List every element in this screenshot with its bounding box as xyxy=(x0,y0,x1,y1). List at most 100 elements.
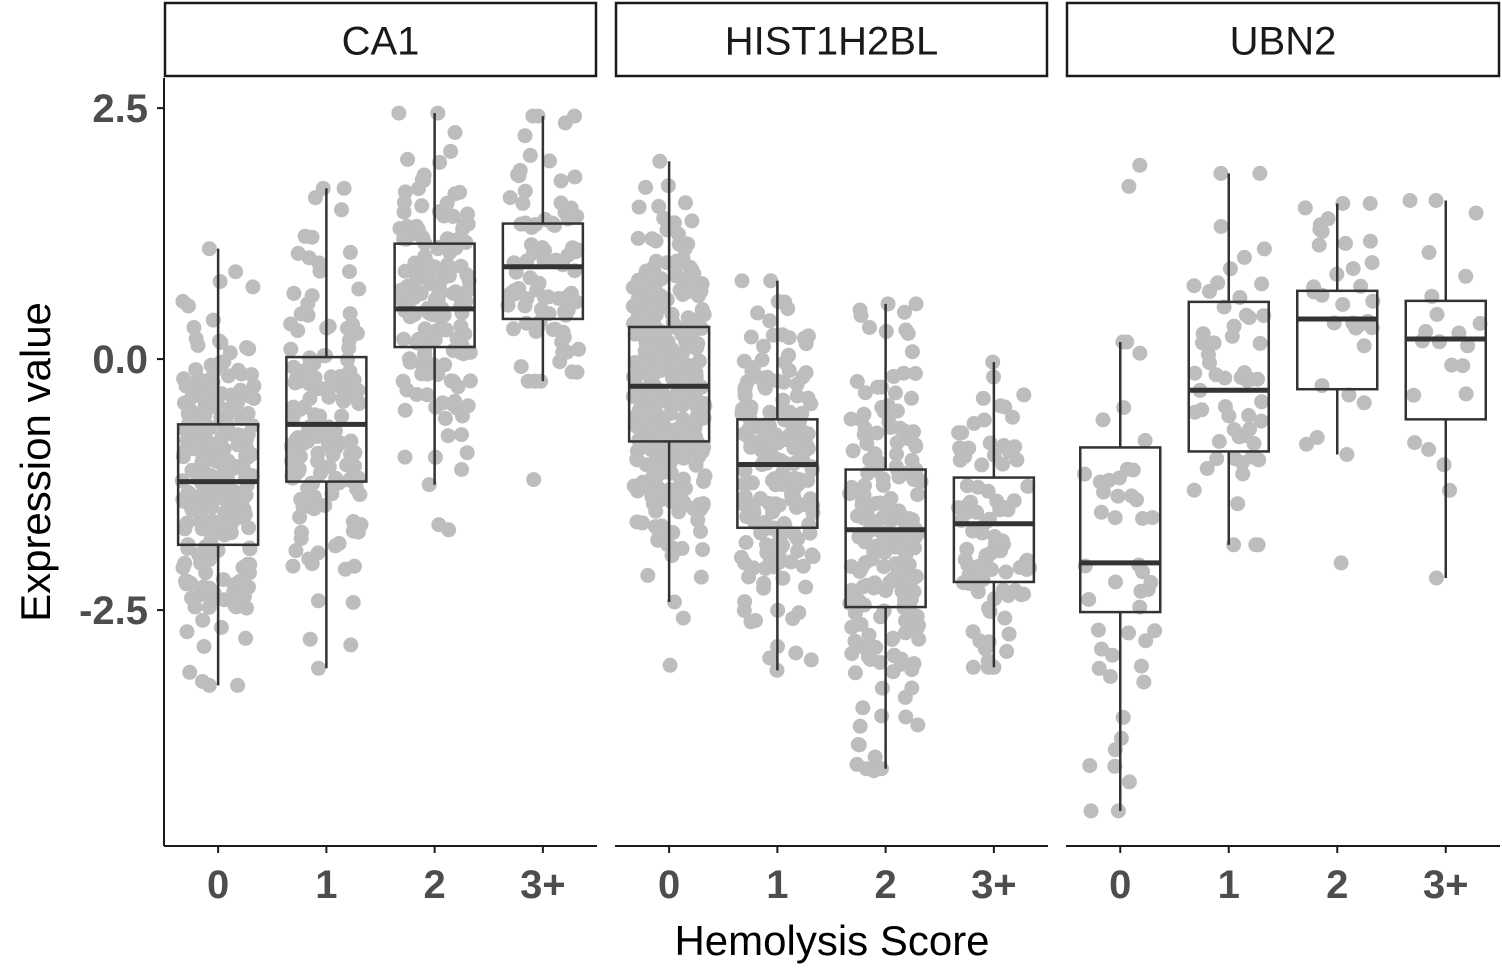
panel-hist1h2bl: HIST1H2BL 0 1 2 3+ xyxy=(614,1,1049,907)
boxplot-2 xyxy=(393,113,476,485)
x-tick-label: 3+ xyxy=(971,863,1017,907)
data-point xyxy=(875,510,891,526)
data-point xyxy=(1107,510,1123,526)
data-point xyxy=(847,633,863,649)
data-point xyxy=(648,405,664,421)
data-point xyxy=(517,183,533,199)
data-point xyxy=(192,514,208,529)
data-point xyxy=(1362,196,1378,211)
data-point xyxy=(1428,570,1444,586)
data-point xyxy=(522,147,538,163)
data-point xyxy=(515,195,531,211)
data-point xyxy=(684,262,700,277)
data-point xyxy=(952,440,968,456)
data-point xyxy=(451,231,467,247)
data-point xyxy=(204,500,220,515)
data-point xyxy=(677,241,693,256)
data-point xyxy=(188,362,204,378)
data-point xyxy=(693,569,709,585)
box-iqr xyxy=(1404,299,1487,421)
data-point xyxy=(524,220,540,235)
data-point xyxy=(876,496,892,512)
data-point xyxy=(1001,626,1017,642)
data-point xyxy=(867,749,883,765)
data-point xyxy=(739,403,755,419)
data-point xyxy=(1091,660,1107,676)
data-point xyxy=(874,680,890,696)
data-point xyxy=(294,524,309,540)
data-point xyxy=(221,368,236,384)
data-point xyxy=(345,514,361,529)
x-tick-label: 3+ xyxy=(520,863,566,907)
data-point xyxy=(291,461,307,477)
data-point xyxy=(336,393,351,409)
data-point xyxy=(459,283,475,299)
data-point xyxy=(780,301,796,317)
data-point xyxy=(1339,447,1355,462)
data-point xyxy=(1251,452,1267,468)
data-point xyxy=(304,288,320,304)
data-point xyxy=(674,346,690,362)
data-point xyxy=(397,263,413,279)
data-point xyxy=(958,505,974,521)
data-point xyxy=(397,449,413,465)
data-point xyxy=(553,173,569,189)
data-point xyxy=(1092,474,1108,490)
data-point xyxy=(781,363,797,379)
data-point xyxy=(847,605,863,621)
data-point xyxy=(178,573,193,589)
x-tick-label: 0 xyxy=(207,863,229,907)
data-point xyxy=(565,241,581,257)
data-point xyxy=(1235,466,1251,482)
data-point xyxy=(644,488,660,504)
data-point xyxy=(904,344,920,360)
data-point xyxy=(640,567,656,583)
data-point xyxy=(1135,511,1150,526)
data-point xyxy=(1241,408,1257,423)
data-point xyxy=(1362,233,1378,249)
data-point xyxy=(1442,482,1458,498)
data-point xyxy=(911,631,927,647)
data-point xyxy=(1121,774,1137,790)
data-point xyxy=(775,570,791,586)
data-point xyxy=(674,445,690,460)
x-tick-label: 0 xyxy=(1109,863,1131,907)
data-point xyxy=(1108,574,1123,590)
data-point xyxy=(629,368,644,384)
data-point xyxy=(854,497,870,513)
data-point xyxy=(798,336,814,352)
data-point xyxy=(213,619,229,635)
data-point xyxy=(635,278,651,294)
data-point xyxy=(188,331,204,347)
x-tick-label: 1 xyxy=(315,863,337,907)
data-point xyxy=(212,490,228,506)
data-point xyxy=(441,522,457,538)
data-point xyxy=(738,535,754,550)
data-point xyxy=(985,354,1001,370)
data-point xyxy=(768,427,784,443)
data-point xyxy=(1136,674,1152,690)
data-point xyxy=(1248,537,1264,553)
data-point xyxy=(697,468,713,484)
data-point xyxy=(645,389,661,405)
data-point xyxy=(992,502,1008,518)
data-point xyxy=(1299,436,1314,452)
data-point xyxy=(906,472,922,487)
data-point xyxy=(341,340,357,356)
data-point xyxy=(531,275,547,291)
x-tick-label: 2 xyxy=(424,863,446,907)
data-point xyxy=(1455,358,1471,374)
data-point xyxy=(1135,564,1151,580)
data-point xyxy=(675,610,691,626)
data-point xyxy=(1335,297,1351,312)
x-axis-title: Hemolysis Score xyxy=(674,917,989,964)
data-point xyxy=(212,274,228,289)
data-point xyxy=(349,325,365,341)
data-point xyxy=(743,329,759,345)
data-point xyxy=(204,513,220,529)
data-point xyxy=(447,125,463,140)
data-point xyxy=(526,245,541,261)
data-point xyxy=(351,470,367,486)
data-point xyxy=(803,652,819,668)
